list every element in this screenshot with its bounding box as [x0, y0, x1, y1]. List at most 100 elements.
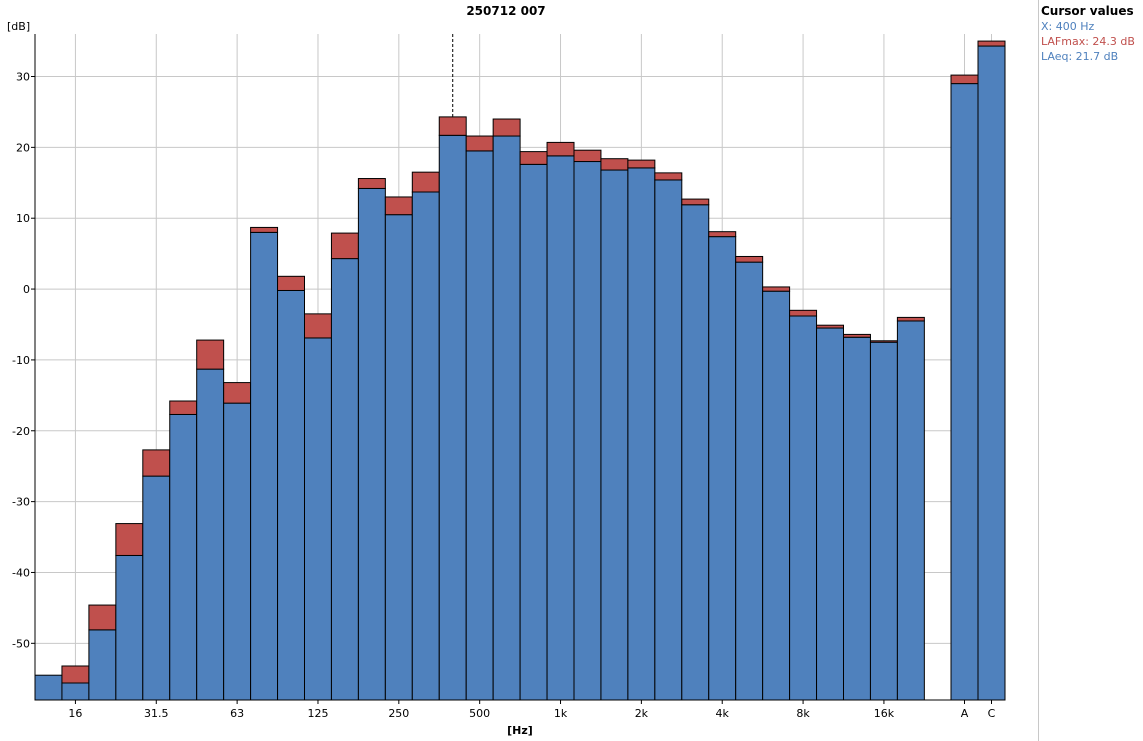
lafmax-bar — [546, 141, 575, 157]
band-16[interactable] — [61, 665, 90, 701]
lafmax-bar — [304, 313, 332, 339]
band-12[interactable] — [357, 178, 386, 701]
laeq-bar — [465, 150, 494, 701]
band-9[interactable] — [277, 275, 305, 701]
lafmax-bar — [681, 198, 710, 206]
lafmax-bar — [61, 665, 90, 684]
x-axis-label: [Hz] — [507, 724, 533, 737]
lafmax-bar — [600, 158, 629, 171]
band-C[interactable] — [977, 40, 1006, 701]
laeq-bar — [169, 413, 198, 701]
band-32[interactable] — [896, 316, 925, 701]
x-tick-label: 4k — [716, 707, 730, 720]
laeq-bar — [546, 155, 575, 701]
band-27[interactable] — [762, 286, 791, 701]
band-4k[interactable] — [708, 231, 737, 701]
laeq-bar — [816, 327, 844, 701]
band-21[interactable] — [600, 158, 629, 701]
cursor-values-header: Cursor values — [1041, 4, 1134, 18]
band-0[interactable] — [34, 674, 63, 701]
lafmax-bar — [627, 159, 656, 169]
laeq-bar — [896, 320, 925, 701]
lafmax-bar — [465, 135, 494, 152]
lafmax-bar — [789, 309, 818, 317]
x-tick-label: 250 — [388, 707, 409, 720]
laeq-bar — [115, 554, 144, 701]
y-tick-label: 30 — [16, 71, 30, 84]
y-tick-label: 0 — [23, 283, 30, 296]
band-125[interactable] — [304, 313, 332, 701]
spectrum-chart: 250712 007 [dB] [Hz] 30 20 10 0 -10 -20 -30 -40… — [7, 4, 1006, 737]
laeq-bar — [735, 261, 764, 701]
x-tick-label: 63 — [230, 707, 244, 720]
band-23[interactable] — [654, 172, 683, 701]
laeq-bar — [950, 83, 979, 701]
lafmax-bar — [735, 255, 764, 263]
lafmax-bar — [654, 172, 683, 181]
x-tick-label: 8k — [796, 707, 810, 720]
band-29[interactable] — [816, 324, 844, 701]
band-31.5[interactable] — [142, 449, 171, 701]
cursor-x-value: X: 400 Hz — [1041, 20, 1095, 33]
lafmax-bar — [843, 333, 871, 338]
laeq-bar — [843, 336, 871, 701]
lafmax-bar — [223, 382, 252, 404]
band-26[interactable] — [735, 255, 764, 701]
lafmax-bar — [88, 604, 117, 631]
y-tick-label: -10 — [12, 354, 30, 367]
band-11[interactable] — [330, 232, 359, 701]
lafmax-bar — [277, 275, 305, 291]
lafmax-bar — [438, 116, 467, 136]
laeq-bar — [277, 289, 305, 701]
band-24[interactable] — [681, 198, 710, 701]
laeq-bar — [384, 214, 413, 701]
band-18[interactable] — [519, 151, 548, 701]
y-axis-label: [dB] — [7, 20, 30, 33]
laeq-bar — [869, 341, 898, 701]
chart-title: 250712 007 — [466, 4, 545, 18]
band-8[interactable] — [250, 226, 279, 701]
band-30[interactable] — [843, 333, 871, 701]
x-tick-label: 16k — [874, 707, 895, 720]
laeq-bar — [330, 258, 359, 701]
band-8k[interactable] — [789, 309, 818, 701]
band-20[interactable] — [573, 149, 602, 701]
x-tick-label: C — [988, 707, 996, 720]
lafmax-bar — [169, 400, 198, 415]
band-17[interactable] — [492, 118, 521, 701]
x-tick-label: 500 — [469, 707, 490, 720]
band-1k[interactable] — [546, 141, 575, 701]
band-5[interactable] — [169, 400, 198, 701]
band-500[interactable] — [465, 135, 494, 701]
band-2k[interactable] — [627, 159, 656, 701]
y-tick-label: -30 — [12, 496, 30, 509]
band-6[interactable] — [196, 339, 225, 701]
lafmax-bar — [816, 324, 844, 329]
laeq-bar — [762, 290, 791, 701]
lafmax-bar — [573, 149, 602, 163]
lafmax-bar — [950, 74, 979, 85]
band-14[interactable] — [411, 171, 440, 701]
x-tick-label: 2k — [635, 707, 649, 720]
laeq-bar — [250, 231, 279, 701]
band-3[interactable] — [115, 523, 144, 701]
lafmax-bar — [250, 226, 279, 233]
band-16k[interactable] — [869, 340, 898, 701]
band-2[interactable] — [88, 604, 117, 701]
lafmax-bar — [196, 339, 225, 370]
lafmax-bar — [762, 286, 791, 292]
lafmax-bar — [519, 151, 548, 165]
lafmax-bar — [384, 196, 413, 216]
x-tick-label: 125 — [307, 707, 328, 720]
laeq-bar — [304, 337, 332, 701]
lafmax-bar — [896, 316, 925, 322]
band-A[interactable] — [950, 74, 979, 701]
band-63[interactable] — [223, 382, 252, 701]
laeq-bar — [88, 629, 117, 701]
x-tick-label: 1k — [554, 707, 568, 720]
band-15[interactable] — [438, 116, 467, 701]
band-250[interactable] — [384, 196, 413, 701]
x-tick-label: 31.5 — [144, 707, 169, 720]
x-tick-label: 16 — [68, 707, 82, 720]
cursor-laeq-value: LAeq: 21.7 dB — [1041, 50, 1119, 63]
